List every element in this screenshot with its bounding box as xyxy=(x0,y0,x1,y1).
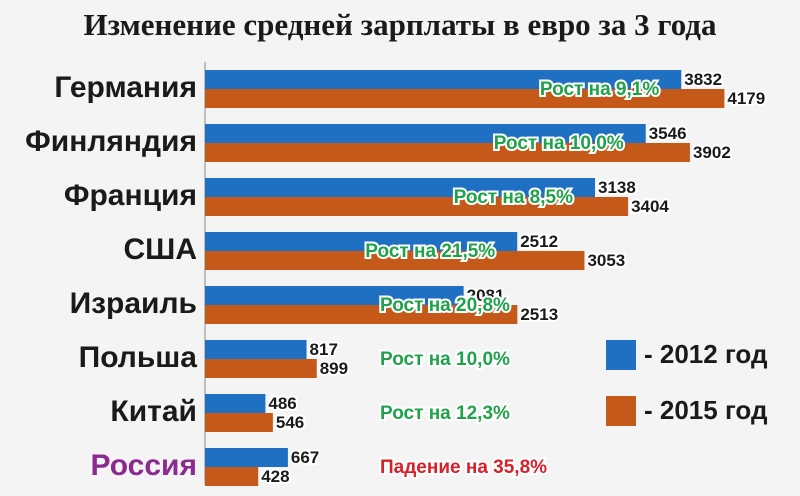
category-label: Израиль xyxy=(70,287,197,320)
value-label: 817 xyxy=(310,340,338,359)
annotation: Падение на 35,8% xyxy=(380,457,547,478)
value-label: 667 xyxy=(291,448,319,467)
value-label: 899 xyxy=(320,359,348,378)
value-label: 3902 xyxy=(693,143,731,162)
value-label: 3053 xyxy=(587,251,625,270)
value-label: 2512 xyxy=(520,232,558,251)
bar xyxy=(205,124,646,143)
value-label: 428 xyxy=(261,467,289,486)
bar xyxy=(205,143,690,162)
bar xyxy=(205,89,725,108)
value-label: 3138 xyxy=(598,178,636,197)
category-label: Финляндия xyxy=(25,125,197,158)
value-label: 2513 xyxy=(520,305,558,324)
bar xyxy=(205,305,518,324)
annotation: Рост на 9,1% xyxy=(540,79,659,100)
category-label: Польша xyxy=(79,341,198,374)
value-label: 3404 xyxy=(631,197,669,216)
chart-title: Изменение средней зарплаты в евро за 3 г… xyxy=(84,7,717,42)
category-label: Франция xyxy=(64,179,197,212)
bar xyxy=(205,359,317,378)
bar xyxy=(205,251,585,270)
value-label: 4179 xyxy=(727,89,765,108)
legend-swatch xyxy=(606,340,636,370)
annotation: Рост на 20,8% xyxy=(380,295,510,316)
category-label: Германия xyxy=(54,71,197,104)
bar xyxy=(205,232,518,251)
value-label: 486 xyxy=(268,394,296,413)
value-label: 2081 xyxy=(467,286,505,305)
annotation: Рост на 21,5% xyxy=(365,241,495,262)
legend-swatch xyxy=(606,396,636,426)
value-label: 546 xyxy=(276,413,304,432)
category-label: Россия xyxy=(90,449,197,482)
bar xyxy=(205,286,464,305)
category-label: США xyxy=(124,233,197,266)
annotation: Рост на 10,0% xyxy=(494,133,624,154)
bar xyxy=(205,467,259,486)
bar xyxy=(205,178,596,197)
legend-label: - 2015 год xyxy=(644,395,768,425)
bar xyxy=(205,70,682,89)
legend-label: - 2012 год xyxy=(644,339,768,369)
annotation: Рост на 10,0% xyxy=(380,349,510,370)
bar xyxy=(205,448,288,467)
bar xyxy=(205,413,273,432)
category-label: Китай xyxy=(110,395,197,428)
bar xyxy=(205,197,629,216)
bar xyxy=(205,394,266,413)
bar xyxy=(205,340,307,359)
value-label: 3546 xyxy=(649,124,687,143)
annotation: Рост на 12,3% xyxy=(380,403,510,424)
annotation: Рост на 8,5% xyxy=(454,187,573,208)
value-label: 3832 xyxy=(684,70,722,89)
